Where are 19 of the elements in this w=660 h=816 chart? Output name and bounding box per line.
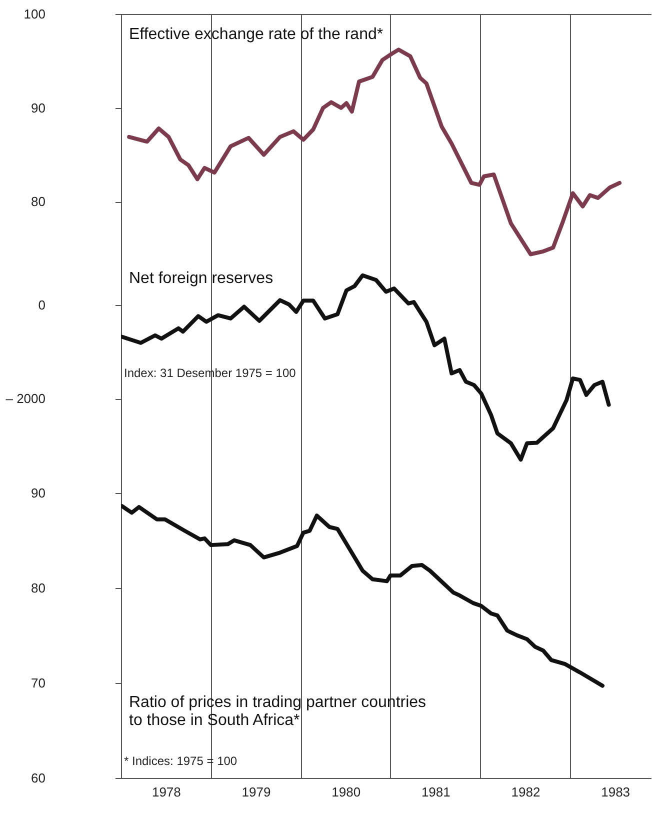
y-tick-label: 80 [31, 580, 46, 596]
x-tick-label: 1983 [601, 784, 630, 800]
y-tick-label: 100 [24, 6, 46, 22]
y-tick-label: 80 [31, 194, 46, 210]
y-tick-label: 60 [31, 770, 46, 786]
y-tick-label: 70 [31, 675, 46, 690]
series-label: Net foreign reserves [129, 270, 274, 287]
line-series [127, 48, 622, 256]
x-tick-label: 1979 [242, 784, 271, 800]
y-tick-label: 90 [31, 485, 46, 500]
y-tick-label: 90 [31, 100, 46, 116]
y-tick-label: 0 [38, 297, 46, 312]
line-series [121, 504, 604, 688]
x-tick-label: 1980 [332, 784, 361, 800]
y-tick-label: – 2000 [6, 391, 46, 406]
x-tick-label: 1981 [421, 784, 450, 800]
x-tick-label: 1978 [152, 784, 181, 800]
line-series [121, 273, 611, 462]
x-tick-label: 1982 [511, 784, 540, 800]
